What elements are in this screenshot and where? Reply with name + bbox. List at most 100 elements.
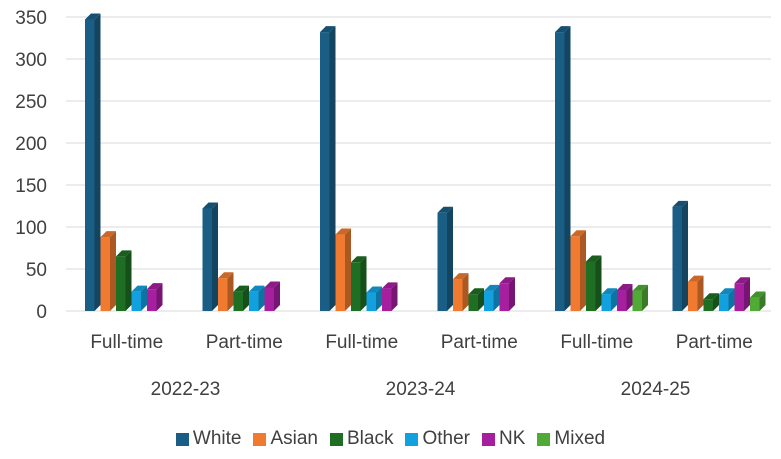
grid-lines — [66, 16, 771, 312]
legend-item-black: Black — [330, 428, 393, 450]
bar-white-2 — [320, 26, 336, 312]
y-tick-label: 100 — [15, 218, 47, 239]
y-tick-label: 350 — [15, 8, 47, 29]
bar-side — [759, 291, 766, 311]
bar-front — [147, 289, 157, 311]
bar-top — [734, 277, 750, 284]
bar-front — [335, 234, 345, 311]
bar-side — [682, 200, 688, 311]
bar-top — [586, 255, 602, 262]
bar-nk-1 — [264, 281, 280, 311]
bar-front — [703, 299, 713, 311]
bar-top — [85, 13, 101, 20]
bar-mixed-4 — [632, 284, 648, 311]
bar-front — [264, 287, 274, 311]
x-category-label: Part-time — [441, 332, 518, 353]
bar-top — [335, 228, 351, 235]
y-tick-label: 0 — [36, 302, 47, 323]
bar-white-0 — [85, 13, 101, 312]
bar-front — [202, 208, 212, 311]
x-category-label: Part-time — [676, 332, 753, 353]
bar-black-0 — [116, 250, 132, 311]
bar-front — [85, 19, 95, 312]
bar-side — [329, 26, 336, 312]
bar-front — [249, 291, 259, 311]
bar-front — [468, 294, 478, 311]
chart-plot: 0 50 100 150 200 250 300 350 Full-time Part-time… — [15, 8, 771, 400]
bar-other-1 — [249, 285, 265, 311]
legend-label: Mixed — [554, 428, 606, 449]
y-axis: 0 50 100 150 200 250 300 350 — [15, 8, 47, 323]
bar-side — [509, 277, 515, 311]
bar-asian-2 — [335, 228, 351, 311]
bar-other-3 — [484, 284, 500, 311]
bar-front — [601, 294, 611, 311]
bar-side — [156, 283, 163, 311]
bar-asian-1 — [218, 272, 234, 311]
bar-front — [218, 278, 228, 311]
bar-front — [586, 261, 596, 311]
x-group-label: 2023-24 — [386, 379, 456, 400]
legend-label: Black — [347, 428, 394, 449]
bar-front — [116, 256, 126, 311]
bar-front — [320, 32, 330, 312]
x-axis: Full-time Part-time Full-time Part-time Full… — [90, 332, 752, 400]
bar-front — [734, 283, 744, 311]
legend: White Asian Black Other NK Mixed — [0, 428, 781, 450]
bar-top — [116, 250, 132, 257]
bar-other-5 — [719, 288, 735, 311]
bar-white-3 — [437, 206, 453, 311]
x-category-label: Full-time — [90, 332, 163, 353]
bar-side — [564, 26, 571, 312]
bar-top — [202, 202, 218, 209]
bar-side — [141, 285, 147, 311]
legend-item-other: Other — [405, 428, 470, 450]
y-tick-label: 150 — [15, 176, 47, 197]
bar-front — [131, 291, 141, 311]
bar-side — [611, 288, 617, 311]
bar-top — [688, 275, 704, 282]
y-tick-label: 250 — [15, 92, 47, 113]
x-group-label: 2022-23 — [151, 379, 221, 400]
bar-top — [617, 284, 633, 290]
legend-item-asian: Asian — [253, 428, 318, 450]
bar-front — [632, 290, 642, 311]
bar-top — [750, 291, 766, 298]
bar-front — [750, 297, 760, 311]
bar-white-5 — [672, 200, 688, 311]
bar-top — [382, 282, 398, 289]
bar-black-5 — [703, 293, 719, 311]
bar-front — [617, 290, 627, 311]
legend-item-mixed: Mixed — [537, 428, 605, 450]
bar-front — [719, 294, 729, 311]
legend-label: Asian — [270, 428, 318, 449]
bar-top — [672, 200, 688, 207]
bar-front — [233, 291, 243, 311]
bar-top — [437, 206, 453, 213]
bar-side — [274, 281, 280, 311]
bar-top — [484, 284, 500, 291]
bar-side — [626, 284, 633, 311]
bar-asian-4 — [570, 230, 586, 311]
bar-side — [243, 285, 249, 311]
bar-top — [351, 256, 367, 263]
bar-front — [484, 290, 494, 311]
bar-top — [499, 277, 515, 284]
bar-black-2 — [351, 256, 367, 311]
bar-side — [258, 285, 265, 311]
bar-black-4 — [586, 255, 602, 311]
bar-top — [320, 26, 336, 33]
bar-side — [94, 13, 101, 312]
bar-side — [595, 255, 602, 311]
bar-side — [227, 272, 234, 311]
bar-top — [468, 288, 484, 295]
x-category-label: Part-time — [206, 332, 283, 353]
bar-side — [110, 231, 116, 311]
bar-white-4 — [555, 26, 571, 312]
bar-front — [382, 288, 392, 311]
y-tick-label: 50 — [26, 260, 47, 281]
bar-mixed-5 — [750, 291, 766, 311]
bar-nk-0 — [147, 283, 163, 311]
bar-top — [249, 285, 265, 292]
